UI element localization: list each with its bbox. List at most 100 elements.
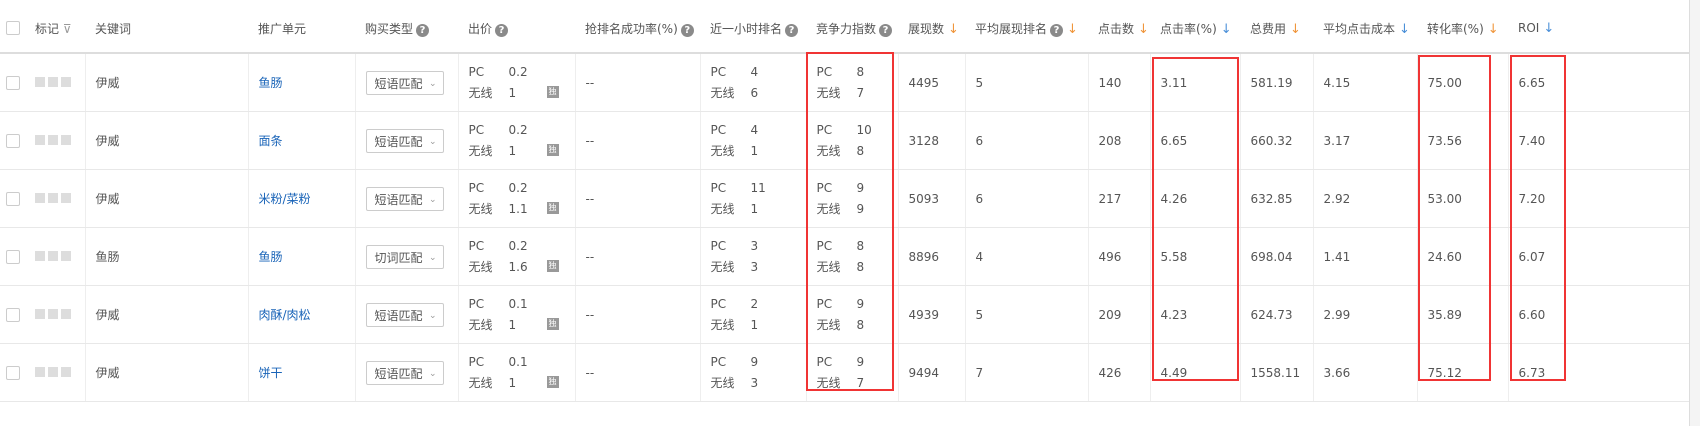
mark-tag[interactable] bbox=[35, 192, 45, 203]
vertical-scrollbar[interactable] bbox=[1689, 0, 1700, 426]
sort-cost[interactable]: 总费用 ↓ bbox=[1240, 0, 1313, 54]
row-checkbox[interactable] bbox=[6, 307, 20, 322]
bid-pc[interactable]: 0.1 bbox=[508, 354, 528, 369]
unit-link[interactable]: 肉酥/肉松 bbox=[258, 308, 311, 322]
bid-pc[interactable]: 0.2 bbox=[508, 238, 528, 253]
sort-clicks[interactable]: 点击数 ↓ bbox=[1088, 0, 1150, 54]
mark-tag[interactable] bbox=[48, 250, 58, 261]
bid-mobile[interactable]: 1 bbox=[508, 375, 517, 390]
pc-label: PC bbox=[816, 122, 833, 137]
mark-tag[interactable] bbox=[61, 250, 71, 261]
mark-tag[interactable] bbox=[48, 366, 58, 377]
sort-arrow-icon[interactable]: ↓ bbox=[1138, 21, 1149, 37]
bid-mobile[interactable]: 1.6 bbox=[508, 259, 528, 274]
cost-cell: 1558.11 bbox=[1239, 343, 1313, 402]
sort-cvr[interactable]: 转化率(%) ↓ bbox=[1417, 0, 1508, 54]
bid-pc[interactable]: 0.1 bbox=[508, 296, 528, 311]
bid-mobile[interactable]: 1 bbox=[508, 317, 517, 332]
buy-type-select[interactable]: 短语匹配 ⌄ bbox=[365, 70, 444, 95]
mark-tags[interactable] bbox=[25, 169, 85, 228]
bid-pc[interactable]: 0.2 bbox=[508, 180, 528, 195]
filter-icon[interactable]: ⊽ bbox=[62, 21, 72, 36]
select-all-checkbox[interactable] bbox=[6, 21, 20, 36]
mark-tags[interactable] bbox=[25, 227, 85, 286]
mark-tags[interactable] bbox=[25, 285, 85, 344]
mark-tag[interactable] bbox=[35, 366, 45, 377]
pc-label: PC bbox=[468, 296, 485, 311]
mark-tag[interactable] bbox=[61, 76, 71, 87]
mark-tag[interactable] bbox=[35, 250, 45, 261]
ctr-cell: 4.26 bbox=[1149, 169, 1240, 228]
sort-arrow-icon[interactable]: ↓ bbox=[948, 21, 959, 37]
mark-tag[interactable] bbox=[61, 134, 71, 145]
row-checkbox[interactable] bbox=[6, 191, 20, 206]
buy-type-select[interactable]: 切词匹配 ⌄ bbox=[365, 244, 444, 269]
mark-tags[interactable] bbox=[25, 111, 85, 170]
exclusive-badge[interactable]: 独 bbox=[546, 202, 559, 214]
row-checkbox[interactable] bbox=[6, 249, 20, 264]
buy-type-select[interactable]: 短语匹配 ⌄ bbox=[365, 302, 444, 327]
mark-tag[interactable] bbox=[61, 308, 71, 319]
mark-tags[interactable] bbox=[25, 343, 85, 402]
sort-arrow-icon[interactable]: ↓ bbox=[1290, 21, 1301, 37]
mark-tag[interactable] bbox=[48, 134, 58, 145]
chevron-down-icon: ⌄ bbox=[428, 136, 437, 147]
unit-link[interactable]: 面条 bbox=[258, 134, 283, 148]
pc-label: PC bbox=[710, 238, 727, 253]
mark-tag[interactable] bbox=[48, 192, 58, 203]
exclusive-badge[interactable]: 独 bbox=[546, 260, 559, 272]
sort-arrow-icon[interactable]: ↓ bbox=[1543, 20, 1555, 36]
buy-type-select[interactable]: 短语匹配 ⌄ bbox=[365, 360, 444, 385]
sort-arrow-icon[interactable]: ↓ bbox=[1067, 21, 1078, 37]
row-checkbox[interactable] bbox=[6, 365, 20, 380]
mark-tags[interactable] bbox=[25, 53, 85, 112]
bid-pc[interactable]: 0.2 bbox=[508, 122, 528, 137]
sort-arrow-icon[interactable]: ↓ bbox=[1399, 21, 1410, 37]
buy-type-select[interactable]: 短语匹配 ⌄ bbox=[365, 128, 444, 153]
bid-mobile[interactable]: 1.1 bbox=[508, 201, 528, 216]
sort-roi[interactable]: ROI ↓ bbox=[1508, 0, 1690, 54]
unit-link[interactable]: 鱼肠 bbox=[258, 76, 283, 90]
sort-avg-rank[interactable]: 平均展现排名? ↓ bbox=[965, 0, 1088, 54]
mark-tag[interactable] bbox=[35, 134, 45, 145]
unit-link[interactable]: 鱼肠 bbox=[258, 250, 283, 264]
mark-tag[interactable] bbox=[61, 192, 71, 203]
unit-link[interactable]: 米粉/菜粉 bbox=[258, 192, 311, 206]
exclusive-badge[interactable]: 独 bbox=[546, 144, 559, 156]
mark-tag[interactable] bbox=[35, 308, 45, 319]
buy-type-select[interactable]: 短语匹配 ⌄ bbox=[365, 186, 444, 211]
mark-tag[interactable] bbox=[61, 366, 71, 377]
row-checkbox[interactable] bbox=[6, 133, 20, 148]
help-icon[interactable]: ? bbox=[879, 23, 893, 37]
cpc-cell: 2.99 bbox=[1312, 285, 1417, 344]
exclusive-badge[interactable]: 独 bbox=[546, 318, 559, 330]
roi-cell: 6.73 bbox=[1507, 343, 1690, 402]
rank-rate-cell: -- bbox=[574, 169, 700, 228]
help-icon[interactable]: ? bbox=[785, 23, 799, 37]
roi-cell: 7.40 bbox=[1507, 111, 1690, 170]
sort-arrow-icon[interactable]: ↓ bbox=[1487, 21, 1499, 37]
row-checkbox[interactable] bbox=[6, 75, 20, 90]
exclusive-badge[interactable]: 独 bbox=[546, 376, 559, 388]
sort-cpc[interactable]: 平均点击成本 ↓ bbox=[1313, 0, 1417, 54]
mark-tag[interactable] bbox=[48, 76, 58, 87]
bid-mobile[interactable]: 1 bbox=[508, 143, 517, 158]
mark-tag[interactable] bbox=[35, 76, 45, 87]
roi-cell: 6.60 bbox=[1507, 285, 1690, 344]
sort-arrow-icon[interactable]: ↓ bbox=[1220, 21, 1232, 37]
rank-rate-cell: -- bbox=[574, 111, 700, 170]
avg-rank-cell: 6 bbox=[964, 111, 1088, 170]
bid-pc[interactable]: 0.2 bbox=[508, 64, 528, 79]
ctr-cell: 5.58 bbox=[1149, 227, 1240, 286]
sort-impressions[interactable]: 展现数 ↓ bbox=[898, 0, 965, 54]
mark-tag[interactable] bbox=[48, 308, 58, 319]
help-icon[interactable]: ? bbox=[680, 23, 694, 37]
clicks-cell: 496 bbox=[1087, 227, 1150, 286]
help-icon[interactable]: ? bbox=[495, 23, 509, 37]
bid-mobile[interactable]: 1 bbox=[508, 85, 517, 100]
sort-ctr[interactable]: 点击率(%) ↓ bbox=[1150, 0, 1240, 54]
help-icon[interactable]: ? bbox=[1050, 23, 1064, 37]
unit-link[interactable]: 饼干 bbox=[258, 366, 283, 380]
exclusive-badge[interactable]: 独 bbox=[546, 86, 559, 98]
help-icon[interactable]: ? bbox=[416, 23, 430, 37]
